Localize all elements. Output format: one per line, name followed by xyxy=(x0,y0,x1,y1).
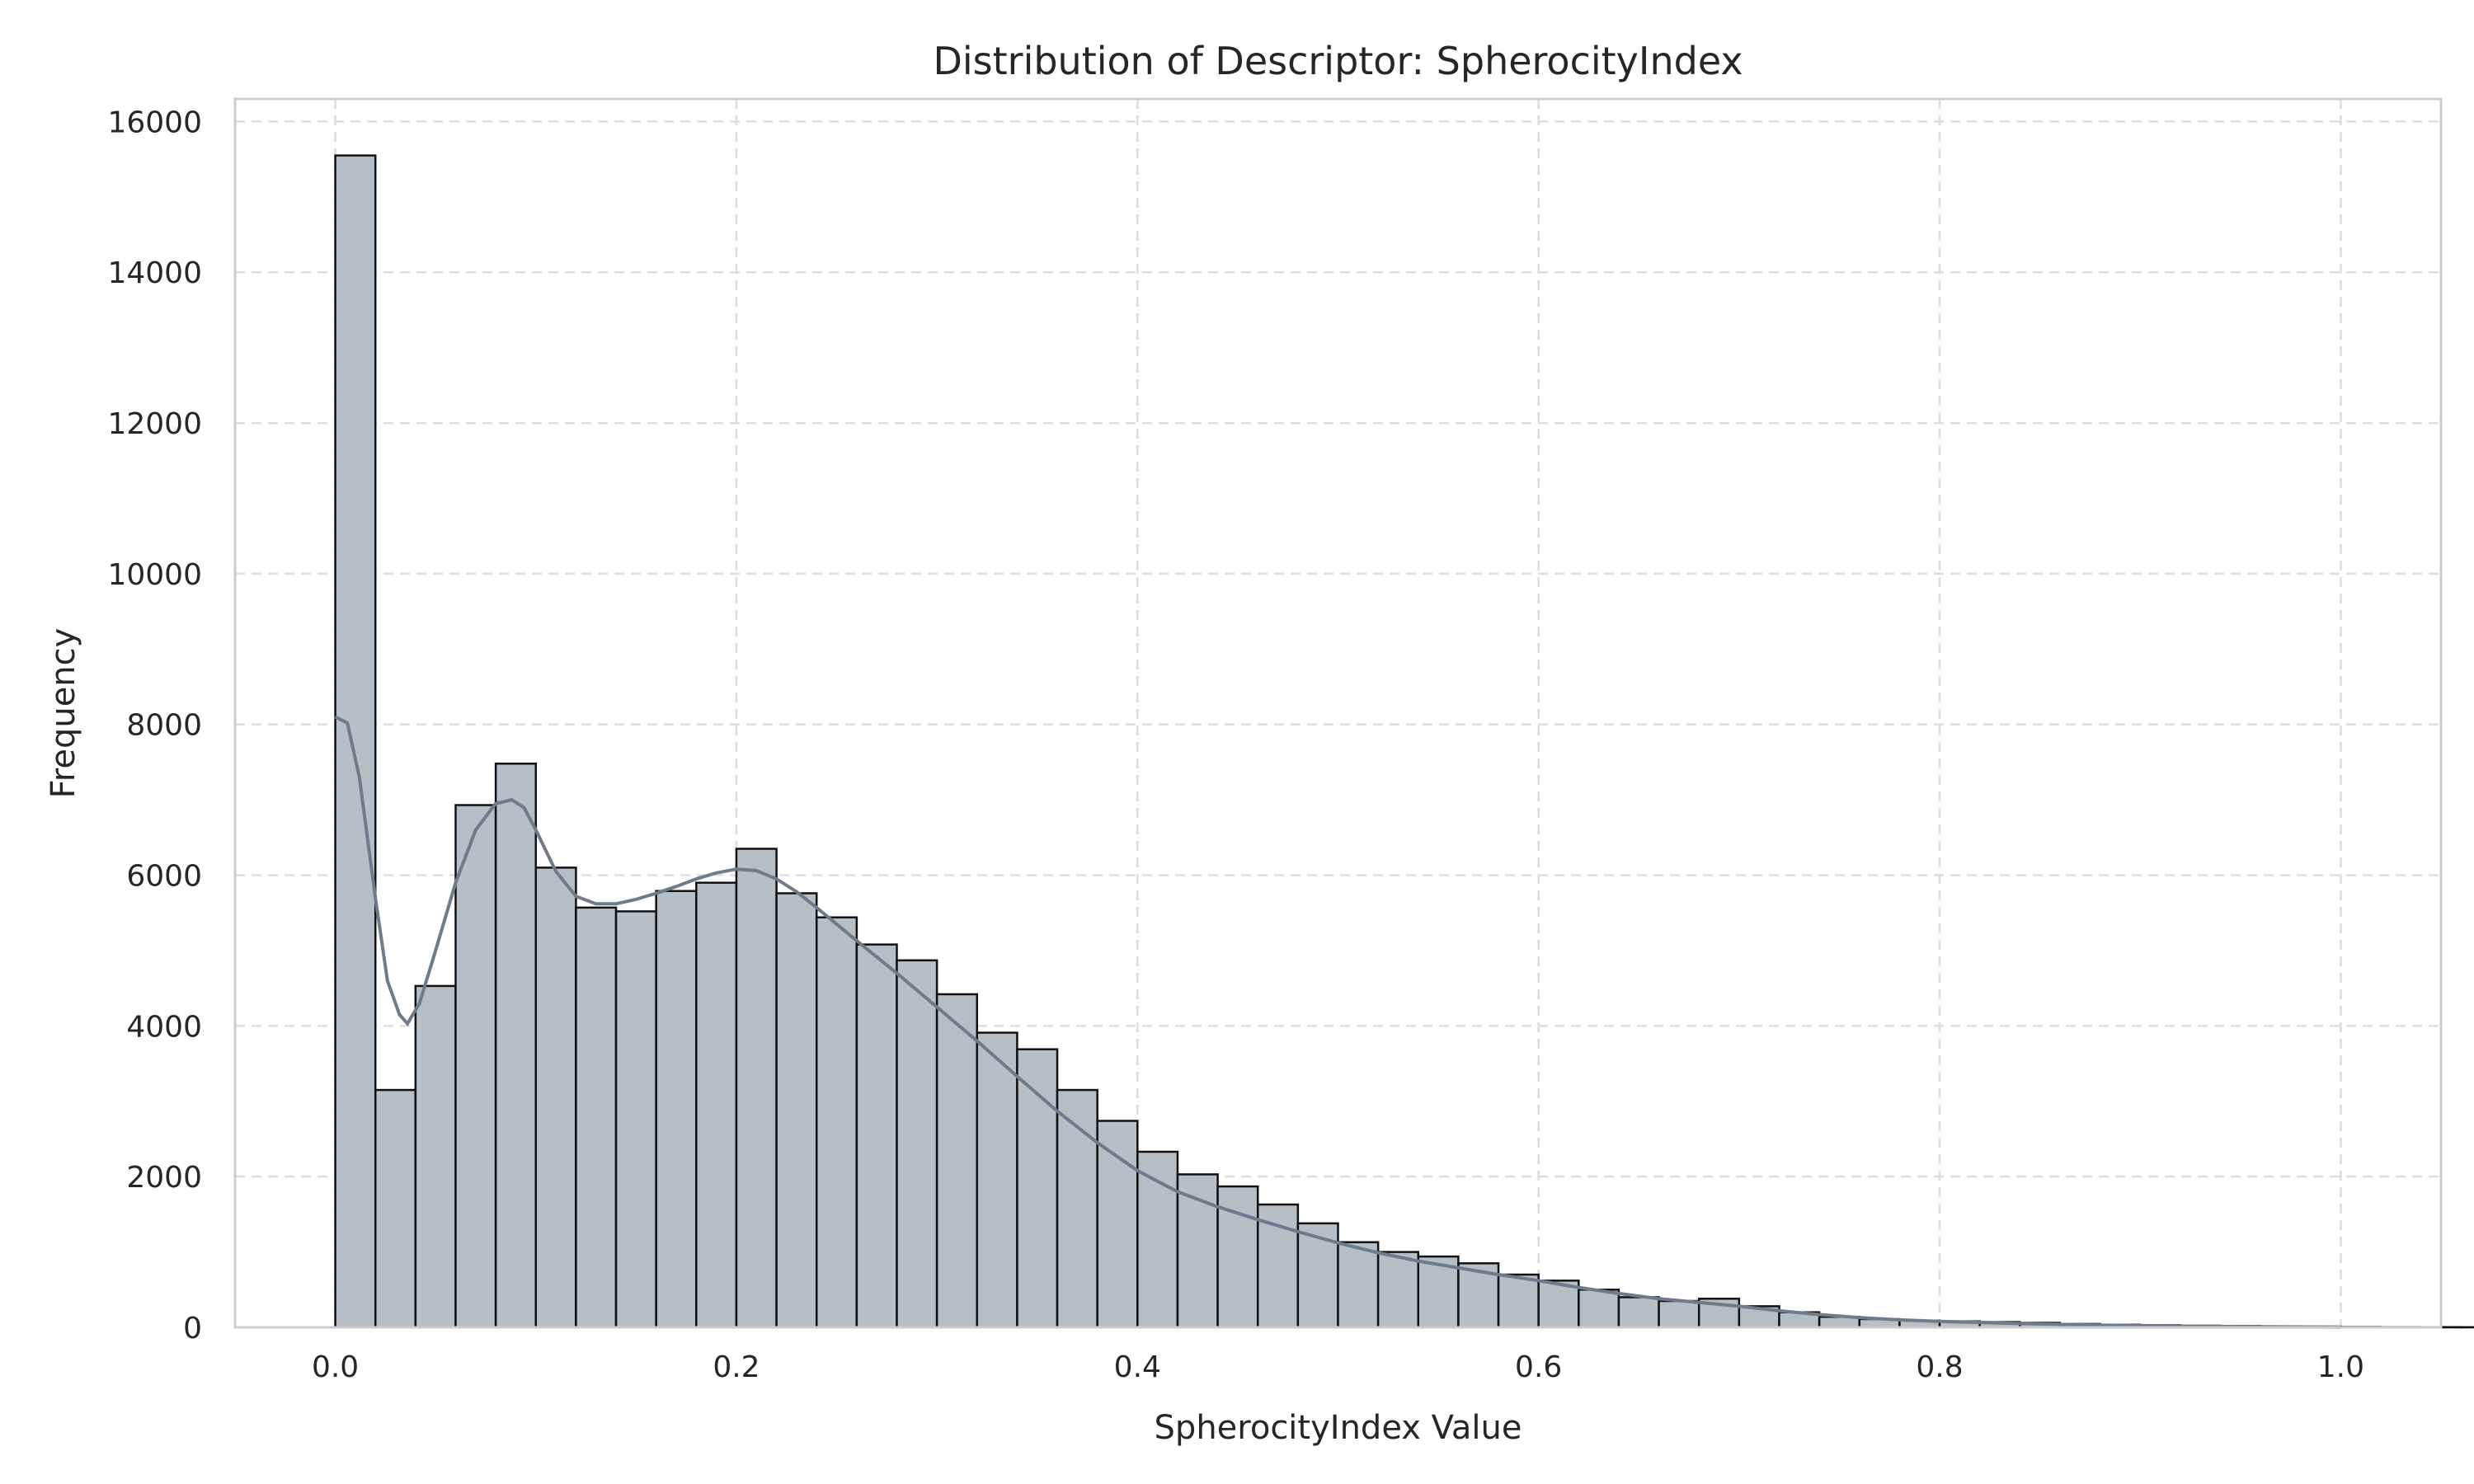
histogram-bars xyxy=(334,154,2474,1329)
histogram-bar xyxy=(775,892,818,1329)
y-tick-label: 12000 xyxy=(107,407,202,441)
histogram-bar xyxy=(1056,1088,1098,1329)
histogram-bar xyxy=(1617,1296,1660,1329)
histogram-bar xyxy=(976,1031,1018,1329)
histogram-bar xyxy=(614,910,657,1329)
y-tick-label: 10000 xyxy=(107,558,202,592)
y-axis-ticks: 0 2000 4000 6000 8000 10000 12000 14000 16000 xyxy=(107,106,202,1345)
histogram-bar xyxy=(735,848,778,1329)
histogram-bar xyxy=(1376,1251,1420,1329)
y-tick-label: 8000 xyxy=(126,709,202,743)
histogram-bar xyxy=(575,906,618,1329)
x-tick-label: 0.4 xyxy=(1114,1350,1161,1384)
histogram-bar xyxy=(374,1088,417,1329)
x-axis-ticks: 0.0 0.2 0.4 0.6 0.8 1.0 xyxy=(312,1350,2364,1384)
histogram-bar xyxy=(1658,1299,1700,1329)
histogram-bar xyxy=(935,993,979,1329)
histogram-bar xyxy=(815,916,858,1329)
histogram-bar xyxy=(695,881,738,1329)
kde-curve xyxy=(334,715,2341,1329)
chart-title: Distribution of Descriptor: SpherocityIn… xyxy=(933,39,1743,83)
histogram-bar xyxy=(1136,1150,1179,1329)
x-tick-label: 1.0 xyxy=(2317,1350,2364,1384)
histogram-bar xyxy=(655,890,698,1329)
histogram-bar xyxy=(1337,1241,1380,1329)
histogram-bar xyxy=(1176,1173,1219,1329)
histogram-bar xyxy=(414,984,457,1329)
histogram-bar xyxy=(1497,1273,1540,1329)
x-tick-label: 0.2 xyxy=(713,1350,760,1384)
histogram-bar xyxy=(534,866,577,1329)
histogram-bar xyxy=(1016,1048,1059,1329)
histogram-bar xyxy=(1096,1120,1139,1329)
x-tick-label: 0.0 xyxy=(312,1350,359,1384)
x-tick-label: 0.8 xyxy=(1916,1350,1963,1384)
y-tick-label: 2000 xyxy=(126,1161,202,1195)
y-tick-label: 0 xyxy=(183,1312,202,1345)
y-tick-label: 4000 xyxy=(126,1010,202,1044)
histogram-bar xyxy=(855,943,898,1329)
histogram-bar xyxy=(896,959,938,1329)
y-tick-label: 16000 xyxy=(107,106,202,139)
x-tick-label: 0.6 xyxy=(1515,1350,1562,1384)
x-axis-label: SpherocityIndex Value xyxy=(1155,1409,1522,1447)
histogram-bar xyxy=(334,154,377,1329)
histogram-bar xyxy=(454,804,497,1329)
histogram-bar xyxy=(1578,1289,1620,1329)
y-tick-label: 6000 xyxy=(126,860,202,894)
plot-frame xyxy=(233,97,2443,1329)
y-tick-label: 14000 xyxy=(107,256,202,290)
histogram-bar xyxy=(494,762,538,1329)
y-axis-label: Frequency xyxy=(45,628,82,799)
